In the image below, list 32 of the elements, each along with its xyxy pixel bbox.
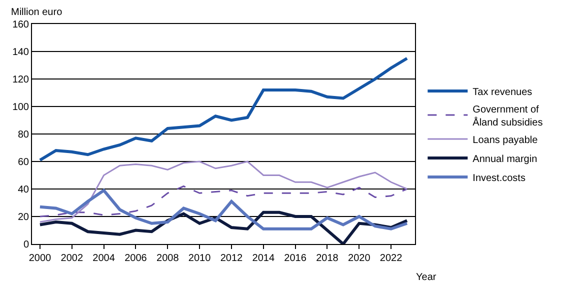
y-tick-label: 160 — [12, 20, 30, 30]
legend-label: Tax revenues — [472, 86, 532, 98]
y-tick-label: 140 — [12, 47, 30, 58]
legend-label: Loans payable — [472, 134, 538, 146]
x-tick-label: 2006 — [124, 253, 148, 264]
x-tick-label: 2010 — [188, 253, 212, 264]
x-tick-label: 2000 — [28, 253, 52, 264]
x-tick-label: 2008 — [156, 253, 180, 264]
x-tick-label: 2016 — [284, 253, 307, 264]
line-series — [38, 188, 409, 230]
y-axis-title: Million euro — [11, 7, 63, 18]
x-tick-label: 2018 — [316, 253, 339, 264]
x-tick-label: 2014 — [252, 253, 275, 264]
y-tick-label: 20 — [18, 212, 30, 223]
line-series — [39, 186, 408, 218]
y-tick-label: 100 — [12, 102, 30, 113]
y-tick-label: 0 — [23, 240, 30, 250]
y-tick-label: 120 — [12, 74, 30, 86]
x-tick-label: 2004 — [92, 253, 116, 264]
x-axis-title: Year — [416, 272, 437, 283]
legend-label: Annual margin — [472, 154, 538, 165]
line-series — [39, 160, 408, 223]
y-tick-label: 40 — [18, 184, 30, 196]
y-tick-label: 60 — [18, 157, 30, 168]
line-series — [38, 56, 409, 162]
y-tick-label: 80 — [18, 130, 30, 140]
legend-label: Invest.costs — [472, 172, 526, 184]
x-tick-label: 2012 — [220, 253, 244, 264]
x-tick-label: 2022 — [380, 253, 403, 264]
legend-label: Government of Åland subsidies — [472, 104, 543, 128]
x-tick-label: 2020 — [348, 253, 371, 264]
x-tick-label: 2002 — [60, 253, 84, 264]
